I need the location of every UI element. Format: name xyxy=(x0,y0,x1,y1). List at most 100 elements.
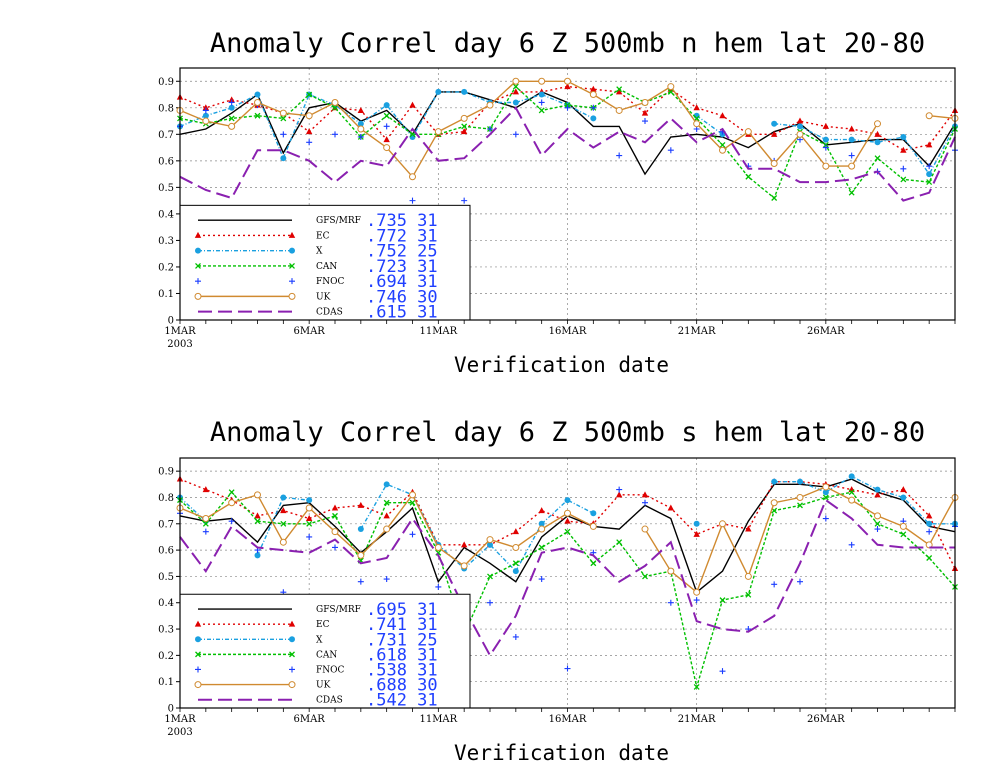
series-line xyxy=(179,478,956,594)
data-point xyxy=(848,136,855,143)
data-point xyxy=(280,494,287,501)
x-tick-label: 1MAR xyxy=(164,714,196,725)
data-point xyxy=(331,98,339,106)
data-point xyxy=(770,159,778,167)
data-point xyxy=(538,544,545,551)
data-point xyxy=(202,112,209,119)
data-point xyxy=(512,528,520,535)
data-point xyxy=(719,668,726,675)
data-point xyxy=(926,528,933,535)
data-point xyxy=(797,123,803,130)
legend-entry: CAN .723 31 xyxy=(195,257,438,277)
series-line xyxy=(179,80,956,178)
data-point xyxy=(357,133,364,140)
data-point xyxy=(590,560,597,567)
data-point xyxy=(874,512,881,520)
data-point xyxy=(564,83,571,90)
x-tick-label: 21MAR xyxy=(678,714,716,725)
legend-name: CDAS xyxy=(316,308,343,318)
data-point xyxy=(383,512,390,519)
legend-marker xyxy=(194,681,202,689)
data-point xyxy=(202,515,210,523)
legend-entry: CDAS .615 31 xyxy=(198,303,438,323)
legend-name: X xyxy=(316,247,323,257)
legend-name: X xyxy=(316,635,323,645)
data-point xyxy=(512,568,519,575)
legend-box xyxy=(179,593,471,709)
legend-marker xyxy=(195,278,201,285)
data-point xyxy=(848,125,855,132)
y-tick-label: 0.9 xyxy=(158,467,174,478)
legend-marker xyxy=(288,292,296,300)
data-point xyxy=(874,120,881,128)
series-fnoc xyxy=(177,486,958,675)
data-point xyxy=(254,91,261,98)
series-uk xyxy=(176,77,959,181)
y-tick-label: 0.7 xyxy=(158,130,174,141)
data-point xyxy=(564,77,571,85)
data-point xyxy=(512,99,519,106)
x-tick-sublabel: 2003 xyxy=(167,339,192,350)
data-point xyxy=(822,494,829,501)
data-point xyxy=(874,526,881,533)
data-point xyxy=(332,104,338,111)
data-point xyxy=(719,520,726,528)
data-point xyxy=(306,139,313,146)
y-tick-label: 0.9 xyxy=(158,77,174,88)
data-point xyxy=(202,520,209,527)
data-point xyxy=(538,507,545,514)
data-point xyxy=(848,162,856,170)
legend-entry: UK .746 30 xyxy=(194,287,438,307)
data-point xyxy=(332,131,338,138)
data-point xyxy=(332,544,338,551)
data-point xyxy=(848,489,855,496)
data-point xyxy=(693,588,701,596)
data-point xyxy=(770,130,778,137)
series-line xyxy=(179,91,956,176)
data-point xyxy=(564,509,571,517)
data-point xyxy=(925,541,933,549)
series-gfs-mrf xyxy=(179,478,956,594)
legend-marker xyxy=(195,636,201,643)
legend-entry: GFS/MRF .695 31 xyxy=(198,600,438,620)
data-point xyxy=(202,117,210,125)
data-point xyxy=(797,478,803,485)
y-tick-label: 0.8 xyxy=(158,493,174,504)
data-point xyxy=(357,501,365,508)
data-point xyxy=(280,520,287,527)
data-point xyxy=(332,512,338,519)
data-point xyxy=(874,486,881,493)
legend-marker xyxy=(288,620,296,627)
data-point xyxy=(228,104,235,111)
data-point xyxy=(487,541,493,548)
data-point xyxy=(590,104,597,111)
legend-marker xyxy=(289,636,295,643)
data-point xyxy=(487,126,493,133)
data-point xyxy=(796,493,804,501)
y-tick-label: 0.6 xyxy=(158,546,174,557)
data-point xyxy=(771,195,778,201)
data-point xyxy=(874,130,881,137)
data-point xyxy=(460,114,468,122)
data-point xyxy=(202,104,210,111)
data-point xyxy=(357,526,364,533)
data-point xyxy=(693,530,700,537)
data-point xyxy=(228,489,235,496)
data-point xyxy=(771,478,778,485)
legend-stat: .731 25 xyxy=(366,630,438,650)
x-tick-label: 6MAR xyxy=(293,714,325,725)
data-point xyxy=(589,91,597,99)
data-point xyxy=(460,128,468,135)
data-point xyxy=(564,517,571,524)
data-point xyxy=(254,518,261,525)
data-point xyxy=(822,162,830,170)
data-point xyxy=(642,118,648,125)
data-point xyxy=(796,130,804,138)
data-point xyxy=(667,599,674,606)
legend-name: FNOC xyxy=(316,277,344,287)
data-point xyxy=(538,525,546,533)
x-tick-label: 6MAR xyxy=(293,326,325,337)
data-point xyxy=(538,576,545,583)
data-point xyxy=(925,112,933,120)
